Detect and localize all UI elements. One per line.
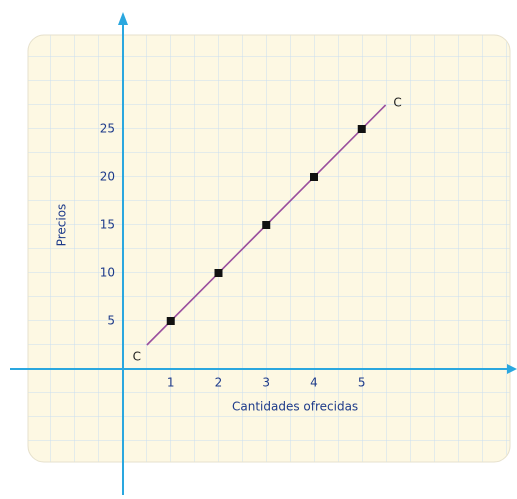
point: [310, 173, 318, 181]
point: [166, 317, 175, 325]
x-tick-label: 1: [167, 376, 175, 390]
x-axis-label: Cantidades ofrecidas: [232, 400, 358, 414]
annotation: C: [393, 96, 401, 110]
y-tick-label: 15: [100, 218, 115, 232]
y-axis-label: Precios: [55, 204, 69, 247]
y-tick-label: 10: [100, 266, 115, 280]
x-tick-label: 4: [310, 376, 318, 390]
point: [357, 125, 366, 133]
point: [214, 269, 223, 277]
x-axis-arrow: [507, 364, 517, 374]
y-axis-arrow: [118, 12, 128, 25]
point: [262, 221, 271, 229]
x-tick-label: 2: [215, 376, 223, 390]
y-tick-label: 20: [100, 170, 115, 184]
x-tick-label: 3: [262, 376, 270, 390]
x-tick-label: 5: [358, 376, 366, 390]
y-tick-label: 25: [100, 122, 115, 136]
graph-paper: [27, 34, 511, 463]
y-tick-label: 5: [107, 314, 115, 328]
annotation: C: [133, 350, 141, 364]
